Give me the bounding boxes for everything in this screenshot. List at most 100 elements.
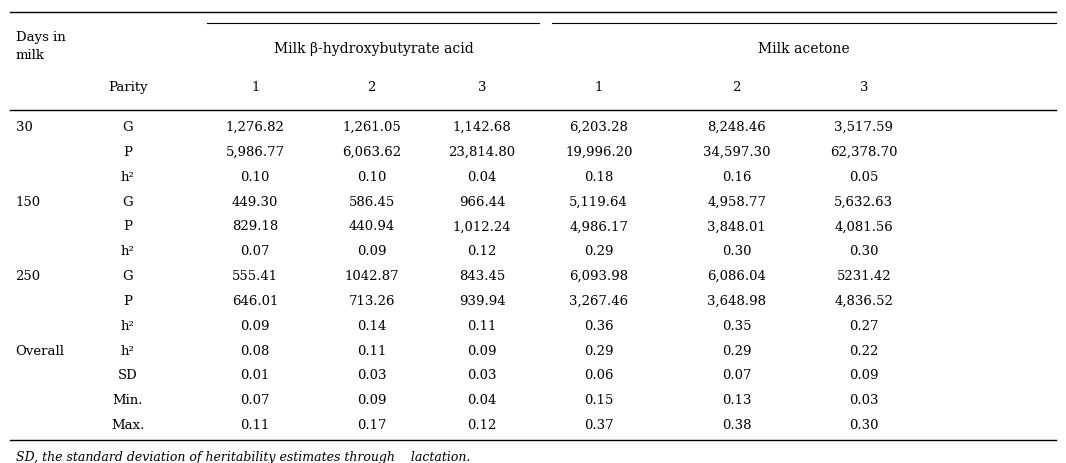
Text: 0.38: 0.38 bbox=[722, 419, 752, 432]
Text: 1,261.05: 1,261.05 bbox=[342, 121, 401, 134]
Text: 3: 3 bbox=[859, 81, 868, 94]
Text: 6,086.04: 6,086.04 bbox=[707, 270, 766, 283]
Text: 34,597.30: 34,597.30 bbox=[702, 146, 771, 159]
Text: 0.11: 0.11 bbox=[467, 320, 497, 333]
Text: 0.36: 0.36 bbox=[584, 320, 614, 333]
Text: 1: 1 bbox=[251, 81, 259, 94]
Text: 0.16: 0.16 bbox=[722, 171, 752, 184]
Text: 0.10: 0.10 bbox=[241, 171, 270, 184]
Text: 0.07: 0.07 bbox=[241, 394, 270, 407]
Text: 3,848.01: 3,848.01 bbox=[707, 220, 766, 233]
Text: 0.35: 0.35 bbox=[722, 320, 752, 333]
Text: 4,081.56: 4,081.56 bbox=[835, 220, 893, 233]
Text: 2: 2 bbox=[368, 81, 376, 94]
Text: 0.06: 0.06 bbox=[584, 369, 614, 382]
Text: 23,814.80: 23,814.80 bbox=[449, 146, 516, 159]
Text: h²: h² bbox=[120, 344, 134, 357]
Text: 843.45: 843.45 bbox=[459, 270, 505, 283]
Text: Max.: Max. bbox=[111, 419, 145, 432]
Text: 6,093.98: 6,093.98 bbox=[569, 270, 628, 283]
Text: 0.30: 0.30 bbox=[850, 245, 878, 258]
Text: 0.03: 0.03 bbox=[850, 394, 878, 407]
Text: 0.09: 0.09 bbox=[357, 394, 387, 407]
Text: G: G bbox=[123, 270, 133, 283]
Text: G: G bbox=[123, 195, 133, 209]
Text: P: P bbox=[124, 295, 132, 308]
Text: 3,517.59: 3,517.59 bbox=[835, 121, 893, 134]
Text: 0.07: 0.07 bbox=[722, 369, 752, 382]
Text: 5,986.77: 5,986.77 bbox=[226, 146, 285, 159]
Text: 6,203.28: 6,203.28 bbox=[569, 121, 628, 134]
Text: 19,996.20: 19,996.20 bbox=[565, 146, 632, 159]
Text: 1042.87: 1042.87 bbox=[344, 270, 399, 283]
Text: 0.09: 0.09 bbox=[357, 245, 387, 258]
Text: 0.12: 0.12 bbox=[467, 419, 497, 432]
Text: 0.18: 0.18 bbox=[584, 171, 613, 184]
Text: 30: 30 bbox=[16, 121, 32, 134]
Text: SD, the standard deviation of heritability estimates through    lactation.: SD, the standard deviation of heritabili… bbox=[16, 451, 470, 463]
Text: 0.30: 0.30 bbox=[722, 245, 752, 258]
Text: G: G bbox=[123, 121, 133, 134]
Text: Days in
milk: Days in milk bbox=[16, 31, 65, 62]
Text: 0.12: 0.12 bbox=[467, 245, 497, 258]
Text: P: P bbox=[124, 220, 132, 233]
Text: 6,063.62: 6,063.62 bbox=[342, 146, 402, 159]
Text: 4,986.17: 4,986.17 bbox=[569, 220, 628, 233]
Text: P: P bbox=[124, 146, 132, 159]
Text: h²: h² bbox=[120, 320, 134, 333]
Text: 0.09: 0.09 bbox=[467, 344, 497, 357]
Text: 5,119.64: 5,119.64 bbox=[569, 195, 628, 209]
Text: 8,248.46: 8,248.46 bbox=[707, 121, 766, 134]
Text: 0.37: 0.37 bbox=[584, 419, 614, 432]
Text: 0.09: 0.09 bbox=[241, 320, 270, 333]
Text: 0.17: 0.17 bbox=[357, 419, 387, 432]
Text: 0.08: 0.08 bbox=[241, 344, 270, 357]
Text: 1: 1 bbox=[595, 81, 603, 94]
Text: 0.07: 0.07 bbox=[241, 245, 270, 258]
Text: 0.29: 0.29 bbox=[584, 245, 614, 258]
Text: 4,958.77: 4,958.77 bbox=[707, 195, 766, 209]
Text: 0.22: 0.22 bbox=[850, 344, 878, 357]
Text: 829.18: 829.18 bbox=[232, 220, 278, 233]
Text: 1,012.24: 1,012.24 bbox=[453, 220, 512, 233]
Text: 440.94: 440.94 bbox=[349, 220, 394, 233]
Text: 62,378.70: 62,378.70 bbox=[830, 146, 898, 159]
Text: 0.11: 0.11 bbox=[357, 344, 387, 357]
Text: 0.03: 0.03 bbox=[357, 369, 387, 382]
Text: 250: 250 bbox=[16, 270, 41, 283]
Text: 0.30: 0.30 bbox=[850, 419, 878, 432]
Text: 5231.42: 5231.42 bbox=[837, 270, 891, 283]
Text: 555.41: 555.41 bbox=[232, 270, 278, 283]
Text: 0.05: 0.05 bbox=[850, 171, 878, 184]
Text: Milk acetone: Milk acetone bbox=[758, 42, 850, 56]
Text: 0.11: 0.11 bbox=[241, 419, 270, 432]
Text: 0.29: 0.29 bbox=[584, 344, 614, 357]
Text: 150: 150 bbox=[16, 195, 41, 209]
Text: 2: 2 bbox=[732, 81, 741, 94]
Text: 0.14: 0.14 bbox=[357, 320, 387, 333]
Text: 3,648.98: 3,648.98 bbox=[707, 295, 766, 308]
Text: 713.26: 713.26 bbox=[349, 295, 395, 308]
Text: 0.27: 0.27 bbox=[850, 320, 878, 333]
Text: 3,267.46: 3,267.46 bbox=[569, 295, 628, 308]
Text: 586.45: 586.45 bbox=[349, 195, 394, 209]
Text: SD: SD bbox=[118, 369, 138, 382]
Text: 646.01: 646.01 bbox=[232, 295, 278, 308]
Text: 0.03: 0.03 bbox=[467, 369, 497, 382]
Text: 966.44: 966.44 bbox=[458, 195, 505, 209]
Text: 5,632.63: 5,632.63 bbox=[835, 195, 893, 209]
Text: 0.09: 0.09 bbox=[850, 369, 878, 382]
Text: 0.04: 0.04 bbox=[467, 171, 497, 184]
Text: 0.15: 0.15 bbox=[584, 394, 613, 407]
Text: 0.13: 0.13 bbox=[722, 394, 752, 407]
Text: Min.: Min. bbox=[113, 394, 143, 407]
Text: Milk β-hydroxybutyrate acid: Milk β-hydroxybutyrate acid bbox=[274, 42, 473, 56]
Text: Overall: Overall bbox=[16, 344, 65, 357]
Text: 449.30: 449.30 bbox=[232, 195, 278, 209]
Text: 4,836.52: 4,836.52 bbox=[835, 295, 893, 308]
Text: h²: h² bbox=[120, 171, 134, 184]
Text: 0.01: 0.01 bbox=[241, 369, 270, 382]
Text: 939.94: 939.94 bbox=[458, 295, 505, 308]
Text: h²: h² bbox=[120, 245, 134, 258]
Text: 0.04: 0.04 bbox=[467, 394, 497, 407]
